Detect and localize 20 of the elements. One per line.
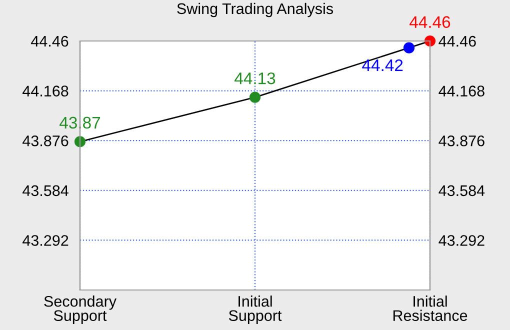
y2-tick-label: 44.168: [438, 86, 484, 96]
chart-title: Swing Trading Analysis: [177, 2, 334, 18]
x-tick-label: Initial Support: [228, 296, 282, 324]
y-tick-label: 44.46: [31, 36, 68, 47]
data-label: 43.87: [60, 116, 100, 129]
y2-tick-label: 43.292: [438, 235, 484, 246]
y2-tick-label: 43.876: [438, 135, 484, 146]
y-tick-label: 43.876: [22, 135, 68, 146]
y-tick-label: 43.292: [22, 235, 68, 246]
y2-tick-label: 43.584: [438, 185, 485, 196]
y-tick-label: 44.168: [22, 86, 68, 96]
data-label: 44.46: [410, 16, 450, 28]
y2-tick-label: 44.46: [438, 36, 476, 47]
data-label: 44.13: [234, 72, 276, 84]
x-tick-label: Secondary Support: [44, 296, 116, 324]
x-tick-label: Initial Resistance: [393, 296, 468, 322]
data-label: 44.42: [362, 59, 403, 72]
y-tick-label: 43.584: [22, 185, 68, 196]
point: [424, 35, 436, 47]
point: [249, 92, 261, 103]
